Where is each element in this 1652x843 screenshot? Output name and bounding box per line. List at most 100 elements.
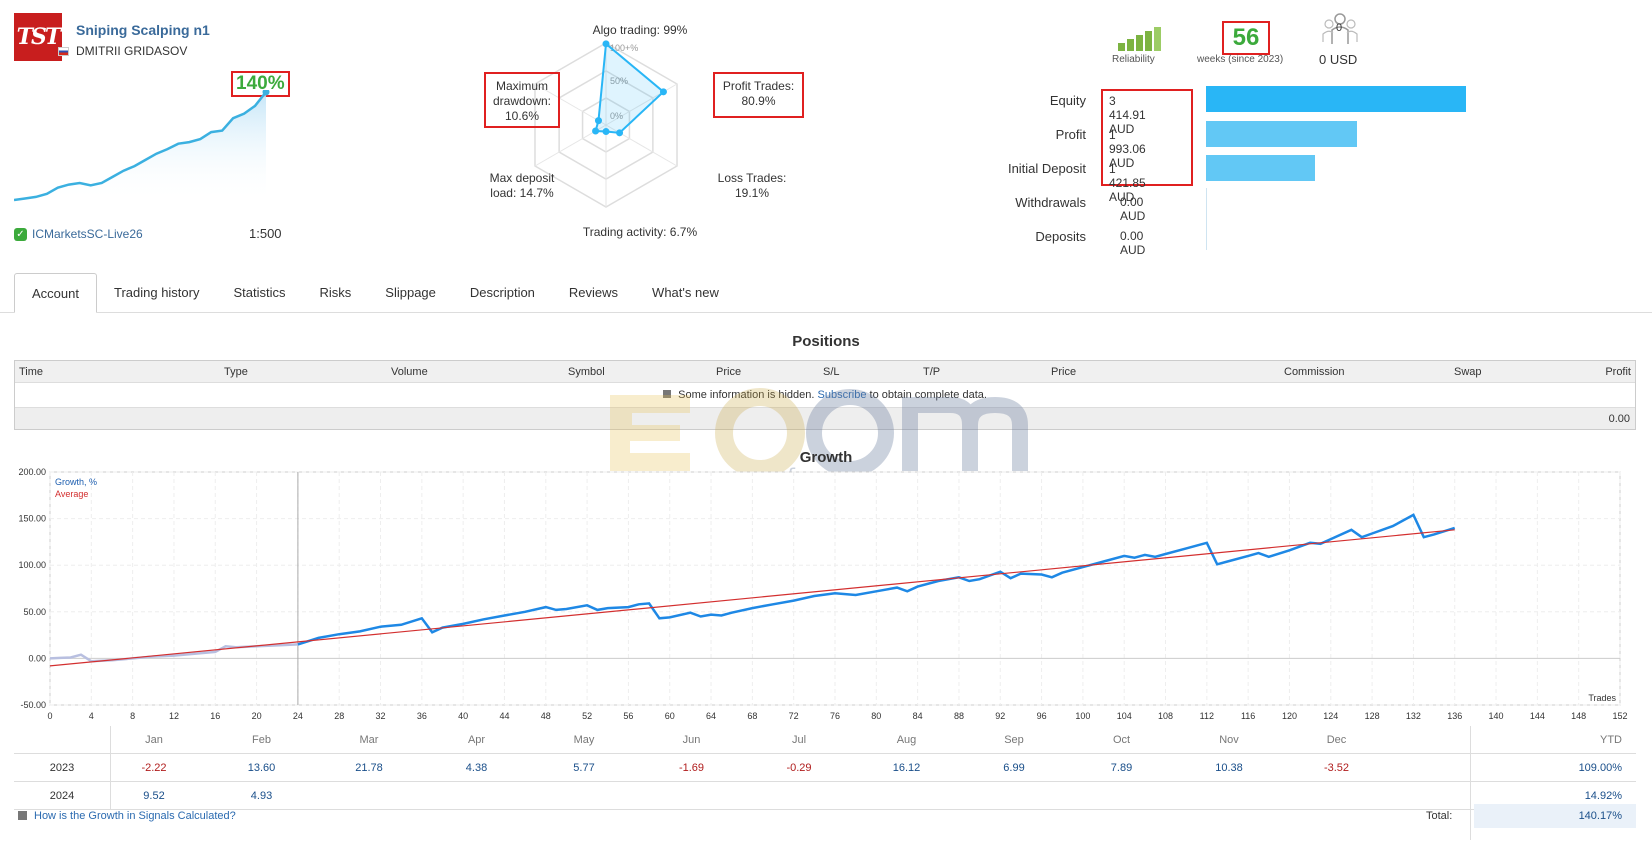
monthly-header-row: Jan Feb Mar Apr May Jun Jul Aug Sep Oct Nov Dec YTD <box>14 726 1636 754</box>
col-commission[interactable]: Commission <box>1284 366 1345 378</box>
col-profit[interactable]: Profit <box>1605 366 1631 378</box>
growth-y-tick: 100.00 <box>18 560 46 570</box>
col-swap[interactable]: Swap <box>1454 366 1482 378</box>
monthly-row-2024: 2024 9.52 4.93 14.92% <box>14 782 1636 810</box>
month-header: Jan <box>145 734 163 746</box>
legend-average: Average <box>55 489 88 499</box>
month-value[interactable]: -1.69 <box>678 762 705 774</box>
col-volume[interactable]: Volume <box>391 366 428 378</box>
growth-x-tick: 112 <box>1200 711 1214 721</box>
verified-check-icon: ✓ <box>14 228 27 241</box>
month-value[interactable]: 13.60 <box>247 762 276 774</box>
max-drawdown-value: 10.6% <box>504 109 540 123</box>
mini-growth-chart <box>14 90 270 202</box>
radar-label-deposit-load: Max deposit load: 14.7% <box>489 171 555 200</box>
growth-x-tick: 148 <box>1571 711 1586 721</box>
growth-x-tick: 12 <box>169 711 179 721</box>
max-drawdown-label: Maximum drawdown: <box>492 79 552 108</box>
tab-description[interactable]: Description <box>469 285 535 300</box>
growth-x-tick: 60 <box>665 711 675 721</box>
stat-initial-deposit-bar <box>1206 155 1316 181</box>
month-value[interactable]: 9.52 <box>143 790 165 802</box>
month-value[interactable]: -0.29 <box>786 762 812 774</box>
growth-x-tick: 40 <box>458 711 468 721</box>
month-value[interactable]: 5.77 <box>573 762 595 774</box>
signal-logo[interactable]: TST <box>14 13 62 61</box>
positions-total-profit: 0.00 <box>15 407 1635 429</box>
growth-x-tick: 20 <box>252 711 262 721</box>
month-value[interactable]: 6.99 <box>1003 762 1025 774</box>
growth-x-tick: 96 <box>1037 711 1047 721</box>
total-value: 140.17% <box>1474 804 1636 828</box>
col-open-price[interactable]: Price <box>716 366 742 378</box>
stat-bar-axis <box>1206 188 1207 250</box>
tab-whats-new[interactable]: What's new <box>652 285 719 300</box>
growth-y-tick: -50.00 <box>20 700 46 710</box>
col-type[interactable]: Type <box>224 366 248 378</box>
growth-calculation-link[interactable]: How is the Growth in Signals Calculated? <box>34 810 236 822</box>
month-header: Apr <box>467 734 486 746</box>
month-header: Jun <box>682 734 701 746</box>
positions-hidden-message: Some information is hidden. Subscribe to… <box>15 383 1635 407</box>
help-icon <box>18 811 27 820</box>
month-value[interactable]: 16.12 <box>892 762 921 774</box>
radar-point <box>592 127 600 135</box>
tab-account[interactable]: Account <box>14 273 97 313</box>
broker-server-link[interactable]: ICMarketsSC-Live26 <box>32 227 143 241</box>
growth-x-tick: 108 <box>1158 711 1173 721</box>
tab-statistics[interactable]: Statistics <box>233 285 286 300</box>
signal-title[interactable]: Sniping Scalping n1 <box>76 22 210 38</box>
tabs-divider <box>0 312 1652 313</box>
month-value[interactable]: 10.38 <box>1215 762 1243 774</box>
growth-x-tick: 24 <box>293 711 303 721</box>
year-label: 2023 <box>49 762 75 774</box>
subscribe-link[interactable]: Subscribe <box>817 389 867 401</box>
radar-label-activity: Trading activity: 6.7% <box>582 225 698 239</box>
tab-reviews[interactable]: Reviews <box>568 285 619 300</box>
growth-x-tick: 36 <box>417 711 427 721</box>
month-header: Sep <box>1004 734 1024 746</box>
col-sl[interactable]: S/L <box>823 366 840 378</box>
positions-title: Positions <box>792 333 860 350</box>
mini-growth-area <box>14 92 266 202</box>
month-value[interactable]: 4.38 <box>465 762 488 774</box>
radar-spoke <box>534 83 607 126</box>
month-header: Nov <box>1219 734 1239 746</box>
month-value[interactable]: 7.89 <box>1110 762 1133 774</box>
col-tp[interactable]: T/P <box>923 366 941 378</box>
radar-label-algo: Algo trading: 99% <box>592 23 688 37</box>
month-header: Aug <box>896 734 917 746</box>
growth-x-tick: 80 <box>871 711 881 721</box>
loss-trades-label: Loss Trades: <box>717 171 787 185</box>
growth-x-tick: 52 <box>582 711 592 721</box>
growth-x-tick: 144 <box>1530 711 1545 721</box>
month-value[interactable]: 21.78 <box>355 762 383 774</box>
radar-ring-label: 0% <box>610 111 623 121</box>
growth-x-tick: 128 <box>1365 711 1380 721</box>
tab-slippage[interactable]: Slippage <box>385 285 436 300</box>
month-value[interactable]: -2.22 <box>141 762 167 774</box>
loss-trades-value: 19.1% <box>734 186 770 200</box>
col-time[interactable]: Time <box>19 366 44 378</box>
growth-x-tick: 140 <box>1489 711 1504 721</box>
tab-trading-history[interactable]: Trading history <box>113 285 200 300</box>
tab-risks[interactable]: Risks <box>319 285 352 300</box>
month-value[interactable]: 4.93 <box>250 790 273 802</box>
radar-ring-label: 50% <box>610 76 628 86</box>
stat-profit-bar <box>1206 121 1357 147</box>
growth-x-tick: 32 <box>376 711 386 721</box>
growth-x-tick: 88 <box>954 711 964 721</box>
month-value[interactable]: -3.52 <box>1323 762 1350 774</box>
stat-equity-bar <box>1206 86 1466 112</box>
stat-profit-value: 1 993.06 AUD <box>1109 128 1146 170</box>
stat-equity-value: 3 414.91 AUD <box>1109 94 1146 136</box>
author-name[interactable]: DMITRII GRIDASOV <box>76 44 188 58</box>
leverage-value: 1:500 <box>249 226 282 241</box>
year-label: 2024 <box>49 790 75 802</box>
radar-point <box>602 40 610 48</box>
month-header: May <box>573 734 595 746</box>
col-price[interactable]: Price <box>1051 366 1077 378</box>
stat-deposits-label: Deposits <box>1035 229 1086 244</box>
growth-x-tick: 68 <box>747 711 757 721</box>
col-symbol[interactable]: Symbol <box>568 366 605 378</box>
